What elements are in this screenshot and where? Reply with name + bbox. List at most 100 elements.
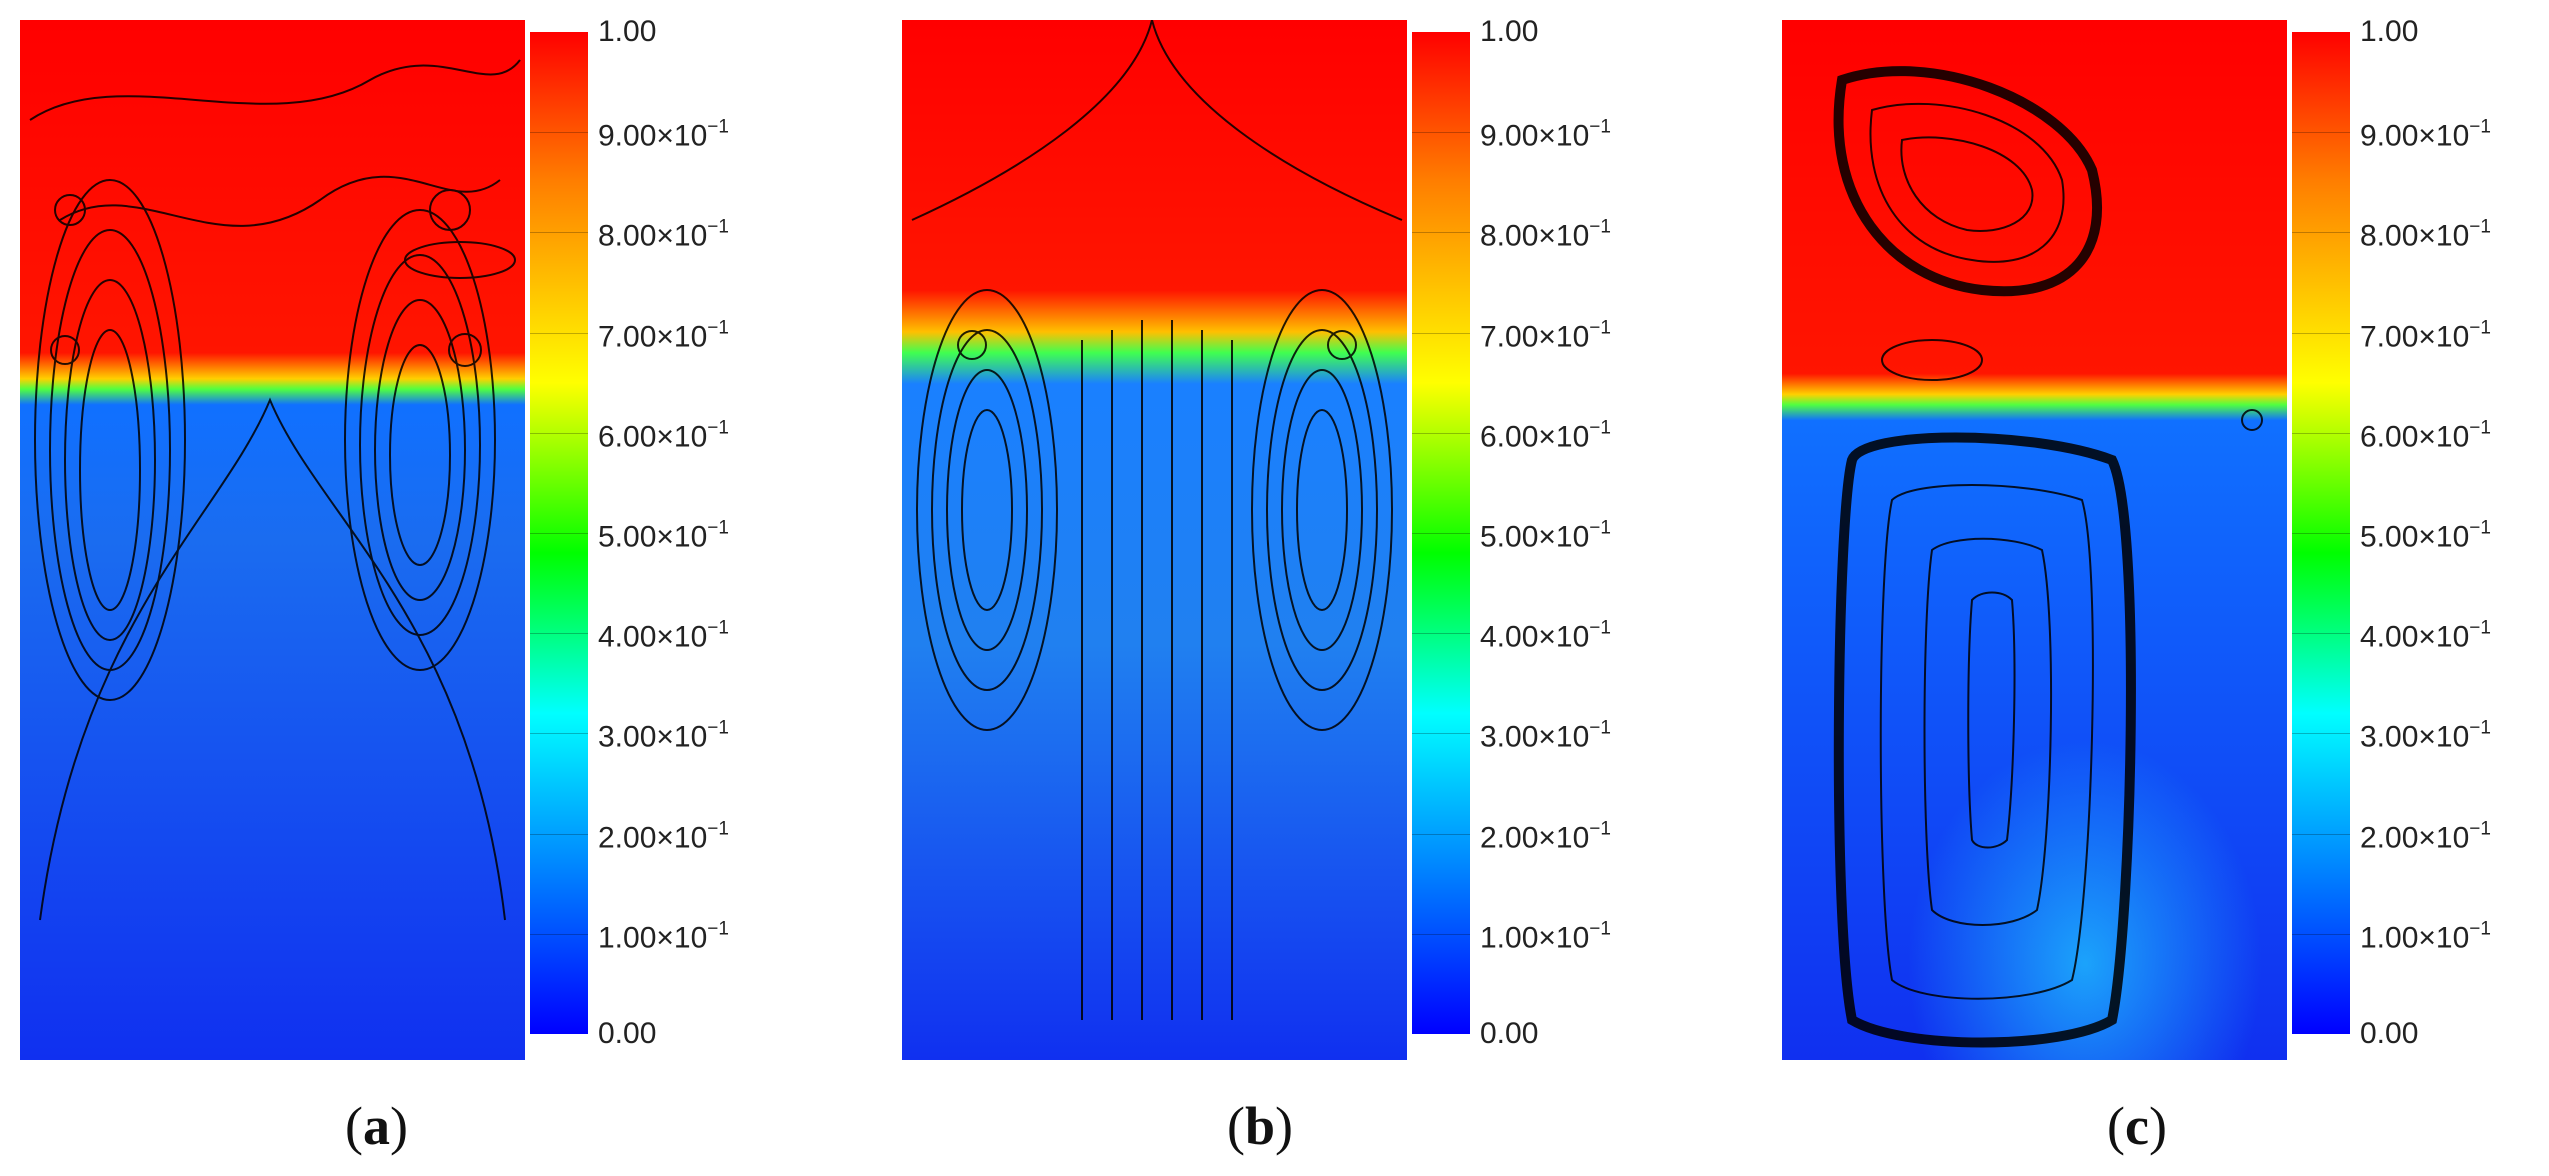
colorbar-tick-label: 7.00×10−1 (2360, 313, 2491, 352)
tick-mantissa: 0.00 (2360, 1017, 2419, 1050)
colorbar-tick-line (1412, 933, 1470, 935)
tick-mantissa: 3.00×10 (1480, 720, 1590, 754)
tick-exponent: −1 (1589, 216, 1611, 238)
tick-mantissa: 2.00×10 (2360, 821, 2470, 855)
colorbar-tick-line (530, 633, 588, 635)
colorbar-tick-label: 1.00×10−1 (2360, 914, 2491, 953)
colorbar-tick-label: 5.00×10−1 (598, 514, 729, 553)
colorbar-tick-label: 3.00×10−1 (2360, 714, 2491, 753)
tick-mantissa: 1.00 (2360, 15, 2419, 48)
panel-b: (b) 1.00 9.00×10−1 8.00×10−1 7.00×10−1 6.00×… (882, 0, 1762, 1176)
colorbar-tick-label: 4.00×10−1 (2360, 614, 2491, 653)
colorbar-tick-label: 2.00×10−1 (2360, 814, 2491, 853)
tick-exponent: −1 (2469, 517, 2491, 539)
colorbar-tick-label: 2.00×10−1 (1480, 814, 1611, 853)
tick-exponent: −1 (1589, 617, 1611, 639)
colorbar-tick-line (530, 833, 588, 835)
streamlines-a (29, 59, 521, 921)
colorbar-tick-label: 9.00×10−1 (1480, 113, 1611, 152)
tick-mantissa: 1.00 (1480, 15, 1539, 48)
tick-mantissa: 9.00×10 (598, 119, 708, 153)
colorbar-tick-line (530, 332, 588, 334)
colorbar-tick-line (2292, 833, 2350, 835)
colorbar-tick-line (530, 432, 588, 434)
colorbar-tick-line (1412, 332, 1470, 334)
tick-mantissa: 1.00×10 (1480, 921, 1590, 955)
colorbar-tick-line (530, 132, 588, 134)
colorbar-tick-line (1412, 733, 1470, 735)
tick-mantissa: 1.00×10 (598, 921, 708, 955)
tick-mantissa: 1.00 (598, 15, 657, 48)
tick-mantissa: 7.00×10 (1480, 320, 1590, 354)
tick-mantissa: 2.00×10 (1480, 821, 1590, 855)
tick-exponent: −1 (707, 918, 729, 940)
tick-mantissa: 6.00×10 (598, 420, 708, 454)
tick-exponent: −1 (707, 216, 729, 238)
panel-label-c: (c) (2107, 1096, 2167, 1156)
tick-exponent: −1 (1589, 517, 1611, 539)
colorbar-tick-line (1412, 633, 1470, 635)
colorbar-tick-label: 9.00×10−1 (2360, 113, 2491, 152)
colorbar-tick-label: 2.00×10−1 (598, 814, 729, 853)
tick-mantissa: 4.00×10 (598, 620, 708, 654)
colorbar-tick-label: 1.00 (1480, 17, 1538, 47)
streamlines-c (1833, 66, 2263, 1048)
tick-exponent: −1 (707, 317, 729, 339)
volume-fraction-field-c (1782, 20, 2287, 1060)
tick-mantissa: 5.00×10 (1480, 520, 1590, 554)
tick-mantissa: 3.00×10 (598, 720, 708, 754)
colorbar-tick-line (1412, 833, 1470, 835)
tick-mantissa: 6.00×10 (1480, 420, 1590, 454)
volume-fraction-field-a (20, 20, 525, 1060)
volume-fraction-field-b (902, 20, 1407, 1060)
tick-exponent: −1 (1589, 116, 1611, 138)
colorbar-tick-line (1412, 432, 1470, 434)
tick-exponent: −1 (2469, 417, 2491, 439)
colorbar-tick-line (2292, 933, 2350, 935)
colorbar-tick-label: 9.00×10−1 (598, 113, 729, 152)
colorbar-tick-label: 7.00×10−1 (598, 313, 729, 352)
tick-mantissa: 8.00×10 (1480, 219, 1590, 253)
tick-mantissa: 9.00×10 (1480, 119, 1590, 153)
tick-exponent: −1 (707, 617, 729, 639)
tick-mantissa: 5.00×10 (2360, 520, 2470, 554)
colorbar-tick-label: 1.00 (2360, 17, 2418, 47)
tick-exponent: −1 (1589, 818, 1611, 840)
colorbar-tick-label: 0.00 (598, 1019, 656, 1049)
tick-exponent: −1 (707, 417, 729, 439)
colorbar-tick-line (2292, 232, 2350, 234)
colorbar-tick-label: 7.00×10−1 (1480, 313, 1611, 352)
streamlines-b (911, 20, 1403, 1020)
tick-exponent: −1 (2469, 116, 2491, 138)
panel-label-a: (a) (345, 1096, 408, 1156)
colorbar-tick-label: 5.00×10−1 (2360, 514, 2491, 553)
colorbar-tick-label: 0.00 (2360, 1019, 2418, 1049)
colorbar-tick-label: 1.00×10−1 (598, 914, 729, 953)
field-highlight (1782, 420, 2287, 1060)
colorbar-tick-line (530, 232, 588, 234)
colorbar-tick-line (1412, 533, 1470, 534)
colorbar-tick-label: 6.00×10−1 (598, 413, 729, 452)
colorbar-a (530, 32, 588, 1034)
colorbar-tick-line (2292, 132, 2350, 134)
colorbar-tick-line (2292, 533, 2350, 534)
tick-mantissa: 5.00×10 (598, 520, 708, 554)
colorbar-tick-label: 4.00×10−1 (598, 614, 729, 653)
colorbar-tick-line (1412, 232, 1470, 234)
colorbar-tick-line (1412, 132, 1470, 134)
tick-exponent: −1 (707, 818, 729, 840)
colorbar-tick-line (530, 533, 588, 534)
tick-exponent: −1 (1589, 717, 1611, 739)
tick-mantissa: 7.00×10 (598, 320, 708, 354)
tick-mantissa: 3.00×10 (2360, 720, 2470, 754)
colorbar-tick-label: 6.00×10−1 (2360, 413, 2491, 452)
colorbar-tick-label: 4.00×10−1 (1480, 614, 1611, 653)
colorbar-tick-label: 0.00 (1480, 1019, 1538, 1049)
colorbar-tick-label: 1.00×10−1 (1480, 914, 1611, 953)
colorbar-tick-label: 8.00×10−1 (1480, 213, 1611, 252)
colorbar-tick-line (530, 733, 588, 735)
tick-mantissa: 7.00×10 (2360, 320, 2470, 354)
panel-a: (a) 1.00 9.00×10−1 8.00×10−1 7.00×10−1 6.00×… (0, 0, 880, 1176)
tick-exponent: −1 (2469, 317, 2491, 339)
tick-mantissa: 6.00×10 (2360, 420, 2470, 454)
